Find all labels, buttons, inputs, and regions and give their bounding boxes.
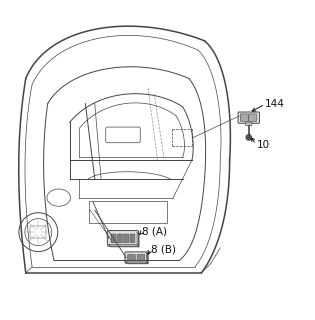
Circle shape <box>247 135 251 140</box>
FancyBboxPatch shape <box>128 254 135 261</box>
FancyBboxPatch shape <box>137 254 145 261</box>
FancyBboxPatch shape <box>249 114 257 121</box>
FancyBboxPatch shape <box>130 234 135 243</box>
Text: 144: 144 <box>265 99 285 108</box>
Text: 10: 10 <box>257 140 270 150</box>
Bar <box>31 227 46 238</box>
FancyBboxPatch shape <box>117 234 122 243</box>
FancyBboxPatch shape <box>107 231 139 246</box>
FancyBboxPatch shape <box>238 112 260 123</box>
FancyBboxPatch shape <box>125 252 148 263</box>
Text: 8 (A): 8 (A) <box>142 227 167 236</box>
Text: 8 (B): 8 (B) <box>151 244 175 254</box>
FancyBboxPatch shape <box>246 122 252 126</box>
Bar <box>89 201 167 223</box>
FancyBboxPatch shape <box>123 234 129 243</box>
FancyBboxPatch shape <box>111 234 116 243</box>
FancyBboxPatch shape <box>240 114 249 121</box>
